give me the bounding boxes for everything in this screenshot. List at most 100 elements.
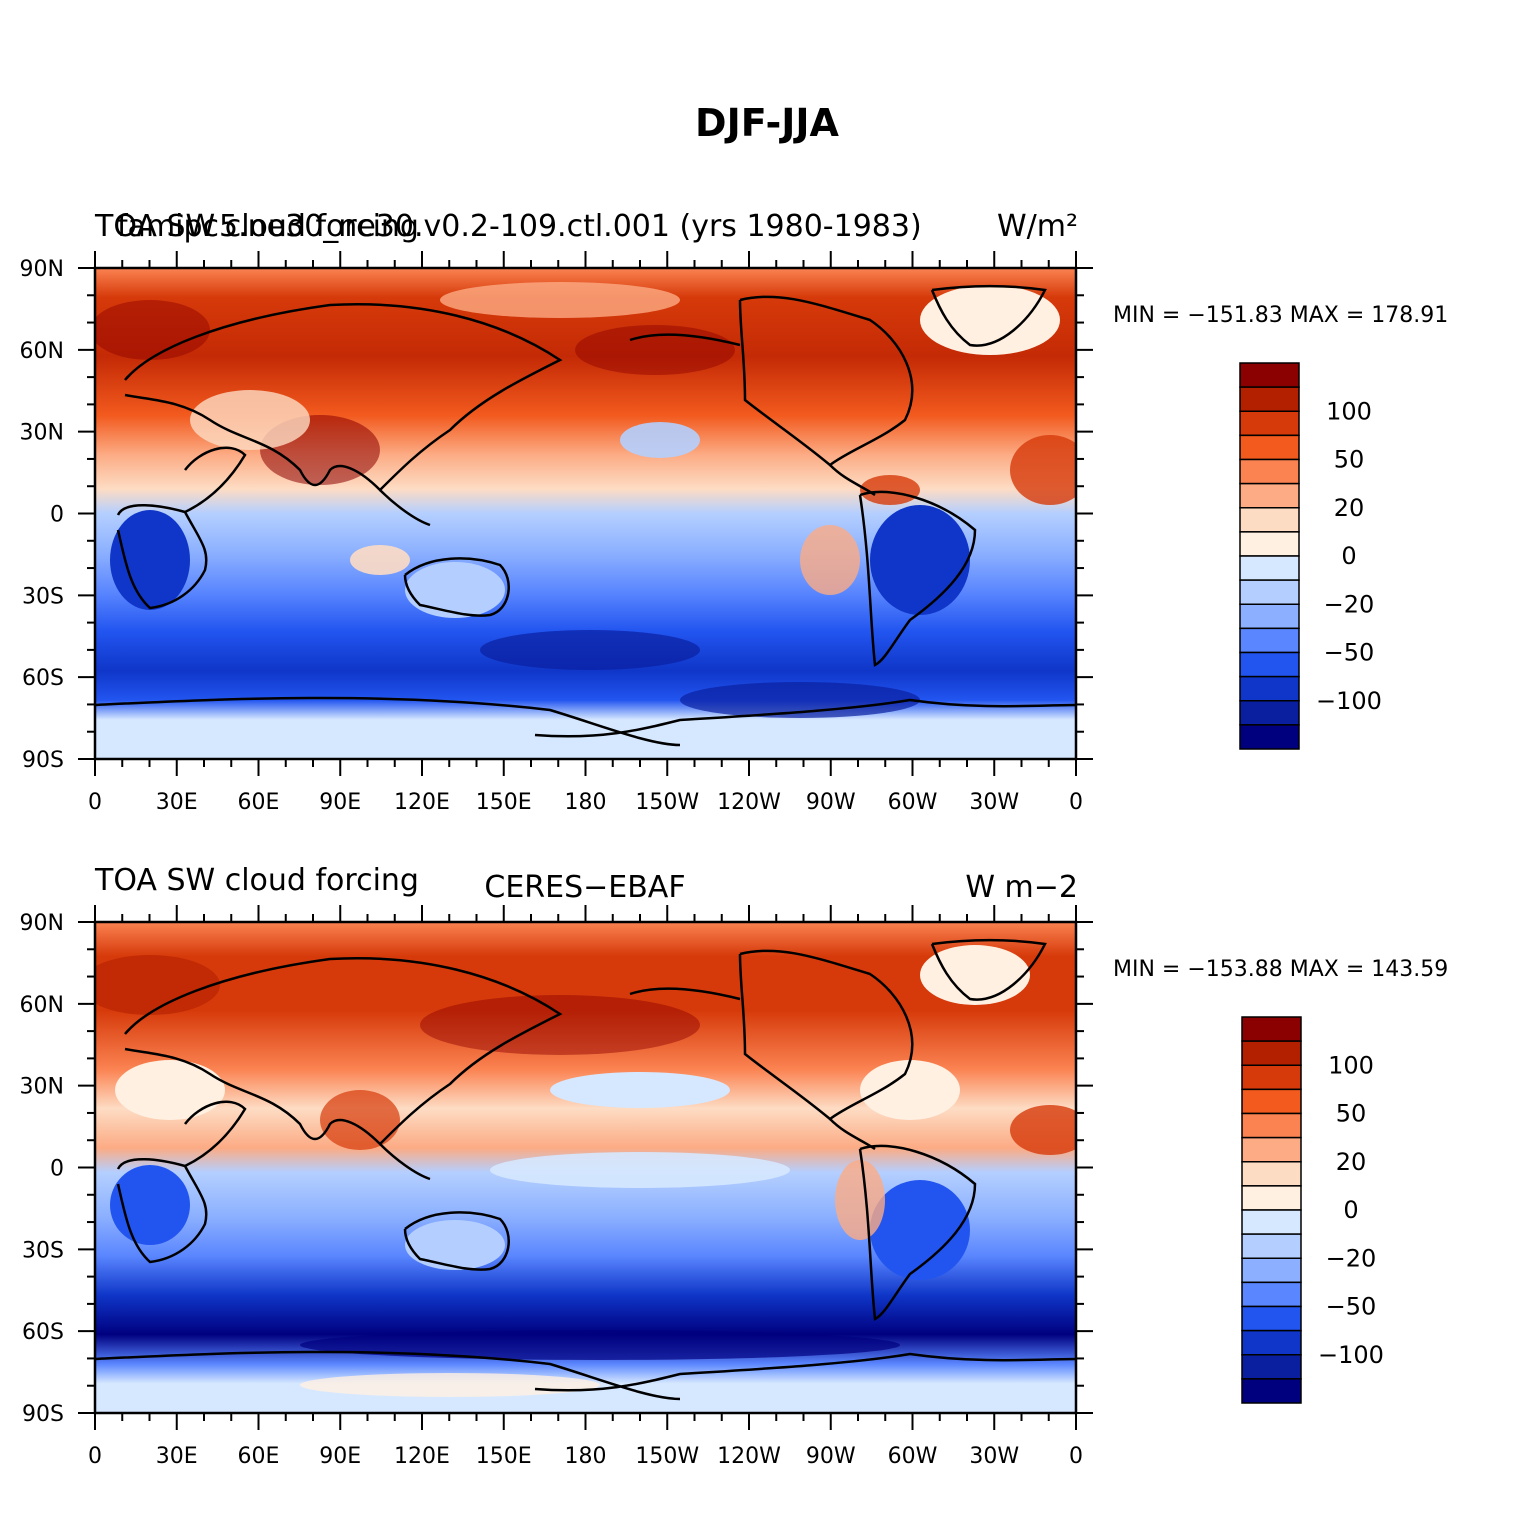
lon-tick-label: 90E	[319, 1444, 361, 1469]
panel-1-lat-ticks: 90N 60N 30N 0 30S 60S 90S	[20, 257, 1093, 773]
colorbar-swatch	[1241, 1354, 1302, 1380]
lon-tick-label: 30E	[156, 1444, 198, 1469]
lon-tick-label: 60E	[238, 1444, 280, 1469]
lon-tick-label: 150W	[635, 790, 699, 815]
colorbar-swatch	[1241, 1329, 1302, 1356]
lon-tick-label: 180	[565, 790, 607, 815]
panel-1-units: W/m²	[997, 209, 1078, 244]
lon-tick-label: 150W	[635, 1444, 699, 1469]
colorbar-swatch	[1239, 434, 1300, 461]
panel-1-colorbar: 100 50 20 0 −20 −50 −100	[1239, 362, 1382, 750]
colorbar-swatch	[1241, 1088, 1302, 1115]
lat-tick-label: 30N	[20, 421, 64, 446]
colorbar-swatch	[1241, 1281, 1302, 1308]
lat-tick-label: 90N	[20, 911, 64, 936]
colorbar-swatch	[1239, 362, 1300, 388]
colorbar-label: 100	[1326, 397, 1372, 425]
colorbar-swatch	[1239, 700, 1300, 726]
colorbar-swatch	[1239, 603, 1300, 630]
colorbar-swatch	[1241, 1185, 1302, 1211]
panel-2-lon-ticks: 0 30E 60E 90E 120E 150E 180 150W 120W 90W 60W 30W 0	[88, 905, 1083, 1469]
panel-2-min-max: MIN = −153.88 MAX = 143.59	[1113, 957, 1448, 982]
lon-tick-label: 180	[565, 1444, 607, 1469]
colorbar-swatch	[1241, 1161, 1302, 1187]
colorbar-swatch	[1241, 1233, 1302, 1259]
panel-1-left-title: TOA SW cloud forcing	[94, 209, 419, 244]
colorbar-swatch	[1241, 1257, 1302, 1284]
lon-tick-label: 120W	[717, 790, 781, 815]
colorbar-label: −100	[1318, 1341, 1384, 1369]
panel-1-min-max: MIN = −151.83 MAX = 178.91	[1113, 303, 1448, 328]
lat-tick-label: 30N	[20, 1075, 64, 1100]
colorbar-label: −100	[1316, 687, 1382, 715]
panel-1-coastlines	[95, 285, 1076, 747]
panel-2-lat-ticks: 90N 60N 30N 0 30S 60S 90S	[20, 911, 1093, 1427]
lon-tick-label: 60E	[238, 790, 280, 815]
panel-2-colorbar: 100 50 20 0 −20 −50 −100	[1241, 1016, 1384, 1404]
colorbar-swatch	[1239, 507, 1300, 533]
colorbar-label: 20	[1336, 1148, 1367, 1176]
colorbar-swatch	[1239, 555, 1300, 581]
lat-tick-label: 0	[50, 1157, 64, 1182]
lon-tick-label: 30E	[156, 790, 198, 815]
colorbar-swatch	[1241, 1378, 1302, 1404]
lon-tick-label: 120E	[394, 790, 450, 815]
lon-tick-label: 150E	[476, 790, 532, 815]
panel-2-units: W m−2	[965, 870, 1078, 905]
panel-1-map	[95, 268, 1076, 759]
panel-2-center-title: CERES−EBAF	[484, 870, 685, 905]
lat-tick-label: 60S	[22, 666, 64, 691]
lon-tick-label: 0	[88, 790, 102, 815]
panel-1-center-title: famipc5.ne30_ne30.v0.2-109.ctl.001 (yrs …	[117, 209, 922, 244]
colorbar-swatch	[1241, 1016, 1302, 1042]
colorbar-label: −50	[1326, 1293, 1377, 1321]
lat-tick-label: 60N	[20, 339, 64, 364]
colorbar-label: −20	[1326, 1244, 1377, 1272]
panel-1-lon-ticks: 0 30E 60E 90E 120E 150E 180 150W 120W 90W 60W 30W 0	[88, 251, 1083, 815]
colorbar-swatch	[1239, 386, 1300, 412]
colorbar-swatch	[1239, 724, 1300, 750]
colorbar-label: 0	[1341, 542, 1356, 570]
colorbar-swatch	[1241, 1064, 1302, 1091]
lat-tick-label: 30S	[22, 1238, 64, 1263]
lon-tick-label: 90W	[806, 790, 856, 815]
lon-tick-label: 90W	[806, 1444, 856, 1469]
panel-2-coastlines	[95, 939, 1076, 1401]
colorbar-swatch	[1239, 627, 1300, 654]
lon-tick-label: 0	[1069, 790, 1083, 815]
panel-1: TOA SW cloud forcing famipc5.ne30_ne30.v…	[20, 209, 1449, 815]
panel-2-map	[95, 922, 1076, 1413]
lon-tick-label: 30W	[969, 1444, 1019, 1469]
colorbar-swatch	[1241, 1040, 1302, 1066]
colorbar-label: 50	[1334, 446, 1365, 474]
colorbar-label: −50	[1324, 639, 1375, 667]
colorbar-swatch	[1241, 1209, 1302, 1235]
lat-tick-label: 60N	[20, 993, 64, 1018]
figure-title: DJF-JJA	[695, 101, 840, 145]
lon-tick-label: 60W	[888, 1444, 938, 1469]
lon-tick-label: 120E	[394, 1444, 450, 1469]
colorbar-swatch	[1239, 651, 1300, 678]
colorbar-swatch	[1239, 458, 1300, 485]
lon-tick-label: 0	[1069, 1444, 1083, 1469]
colorbar-swatch	[1241, 1112, 1302, 1139]
panel-2-left-title: TOA SW cloud forcing	[94, 863, 419, 898]
panel-2: TOA SW cloud forcing CERES−EBAF W m−2	[20, 863, 1449, 1469]
colorbar-swatch	[1239, 675, 1300, 702]
colorbar-label: 50	[1336, 1100, 1367, 1128]
lon-tick-label: 30W	[969, 790, 1019, 815]
colorbar-swatch	[1241, 1136, 1302, 1163]
colorbar-swatch	[1239, 410, 1300, 437]
lat-tick-label: 90S	[22, 748, 64, 773]
colorbar-swatch	[1241, 1305, 1302, 1332]
lat-tick-label: 90S	[22, 1402, 64, 1427]
lon-tick-label: 150E	[476, 1444, 532, 1469]
lat-tick-label: 0	[50, 503, 64, 528]
lat-tick-label: 60S	[22, 1320, 64, 1345]
colorbar-label: 20	[1334, 494, 1365, 522]
colorbar-swatch	[1239, 531, 1300, 557]
lon-tick-label: 60W	[888, 790, 938, 815]
colorbar-label: −20	[1324, 590, 1375, 618]
lat-tick-label: 90N	[20, 257, 64, 282]
